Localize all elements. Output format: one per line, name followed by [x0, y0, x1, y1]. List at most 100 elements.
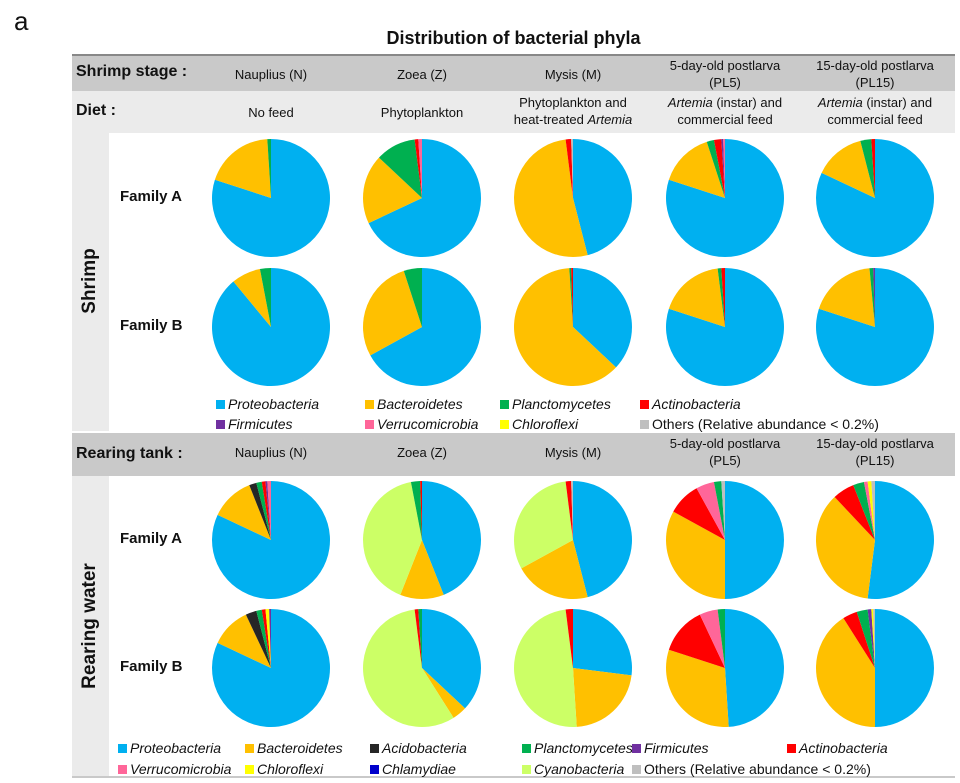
pie-chart	[816, 139, 934, 257]
diet-italic: Artemia	[817, 95, 863, 110]
pie-chart	[363, 609, 481, 727]
pie-slice-planctomycetes	[403, 268, 422, 327]
pie-slice-planctomycetes	[853, 482, 875, 540]
pie-slice-actinobacteria	[871, 139, 875, 198]
legend-label: Verrucomicrobia	[130, 761, 232, 777]
diet-cell: Phytoplankton and heat-treated Artemia	[498, 94, 648, 128]
stage-header-band	[72, 54, 955, 93]
pie-slice-others	[571, 139, 573, 198]
pie-slice-proteobacteria	[212, 268, 331, 386]
stage-header-cell: 15-day-old postlarva (PL15)	[800, 435, 950, 469]
pie-slice-actinobacteria	[721, 268, 725, 327]
legend-label: Chlamydiae	[382, 761, 456, 777]
legend-item: Planctomycetes	[500, 396, 611, 412]
pie-slice-firmicutes	[867, 609, 875, 668]
pie-slice-verrucomicrobia	[418, 139, 422, 198]
diet-text: commercial feed	[677, 112, 773, 127]
stage-line1: 15-day-old postlarva	[816, 58, 934, 73]
pie-slice-proteobacteria	[725, 609, 785, 727]
legend-swatch	[118, 743, 127, 753]
pie-slice-proteobacteria	[422, 609, 481, 709]
pie-slice-planctomycetes	[706, 140, 725, 198]
legend-label: Acidobacteria	[382, 740, 467, 756]
pie-slice-chloroflexi	[265, 609, 271, 668]
pie-chart	[514, 481, 633, 599]
pie-slice-planctomycetes	[256, 481, 271, 540]
pie-slice-firmicutes	[269, 609, 271, 668]
stage-header-cell: Nauplius (N)	[196, 66, 346, 83]
pie-slice-bacteroidetes	[363, 157, 422, 224]
pie-slice-bacteroidetes	[666, 649, 729, 727]
family-label: Family A	[120, 188, 182, 205]
legend-label: Actinobacteria	[799, 740, 888, 756]
pie-slice-actinobacteria	[414, 139, 422, 198]
stage-line1: 5-day-old postlarva	[669, 58, 781, 73]
legend-swatch	[365, 419, 374, 429]
pie-slice-planctomycetes	[569, 268, 573, 327]
legend-label: Proteobacteria	[130, 740, 222, 756]
legend-item: Bacteroidetes	[245, 740, 343, 756]
stage-line2: (PL15)	[855, 75, 895, 90]
pie-slice-proteobacteria	[422, 481, 482, 595]
pie-slice-proteobacteria	[573, 268, 632, 368]
pie-slice-bacteroidetes	[363, 270, 422, 356]
pie-slice-proteobacteria	[211, 139, 330, 257]
pie-slice-bacteroidetes	[815, 496, 875, 599]
pie-chart	[666, 268, 785, 386]
pie-slice-planctomycetes	[259, 268, 271, 327]
legend-item: Others (Relative abundance < 0.2%)	[640, 416, 879, 432]
pie-slice-cyanobacteria	[363, 609, 454, 727]
legend-label: Bacteroidetes	[377, 396, 463, 412]
legend-label: Firmicutes	[644, 740, 709, 756]
pie-slice-chloroflexi	[871, 609, 875, 668]
diet-line2: commercial feed	[650, 111, 800, 128]
legend-label: Firmicutes	[228, 416, 293, 432]
pie-chart	[363, 268, 481, 386]
legend-swatch	[522, 764, 531, 774]
pie-slice-others	[873, 609, 875, 668]
pie-slice-proteobacteria	[573, 139, 633, 256]
stage-header-cell: Nauplius (N)	[196, 444, 346, 461]
pie-slice-bacteroidetes	[422, 668, 466, 718]
legend-swatch	[245, 743, 254, 753]
stage-header-cell: Zoea (Z)	[347, 444, 497, 461]
pie-slice-bacteroidetes	[514, 268, 617, 386]
legend-item: Chlamydiae	[370, 761, 456, 777]
pie-slice-planctomycetes	[713, 481, 725, 540]
legend-item: Others (Relative abundance < 0.2%)	[632, 761, 871, 777]
water-side-band	[72, 476, 109, 776]
pie-chart	[211, 609, 330, 727]
pie-slice-verrucomicrobia	[863, 481, 875, 540]
legend-item: Cyanobacteria	[522, 761, 624, 777]
pie-slice-actinobacteria	[834, 485, 875, 540]
rearing-tank-label: Rearing tank :	[76, 445, 183, 462]
pie-slice-bacteroidetes	[514, 139, 588, 257]
pie-slice-bacteroidetes	[821, 140, 875, 198]
pie-slice-actinobacteria	[673, 488, 725, 540]
legend-swatch	[640, 399, 649, 409]
diet-text: Phytoplankton and	[519, 95, 627, 110]
diet-text: No feed	[248, 105, 294, 120]
legend-label: Cyanobacteria	[534, 761, 625, 777]
legend-label: Actinobacteria	[652, 396, 741, 412]
pie-slice-others	[571, 481, 573, 540]
pie-slice-actinobacteria	[843, 611, 875, 668]
pie-chart	[666, 481, 784, 599]
pie-slice-verrucomicrobia	[723, 139, 725, 198]
legend-item: Verrucomicrobia	[118, 761, 231, 777]
pie-chart	[363, 139, 482, 257]
shrimp-stage-label: Shrimp stage :	[76, 63, 188, 80]
legend-label: Proteobacteria	[228, 396, 320, 412]
pie-chart	[666, 609, 785, 727]
legend-item: Acidobacteria	[370, 740, 467, 756]
pie-slice-cyanobacteria	[362, 482, 422, 595]
pie-slice-cyanobacteria	[514, 481, 573, 569]
legend-swatch	[522, 743, 531, 753]
pie-slice-planctomycetes	[717, 268, 725, 327]
legend-swatch	[500, 399, 509, 409]
legend-swatch	[216, 399, 225, 409]
family-label: Family B	[120, 317, 183, 334]
pie-chart	[211, 139, 330, 257]
pie-slice-bacteroidetes	[217, 614, 271, 668]
